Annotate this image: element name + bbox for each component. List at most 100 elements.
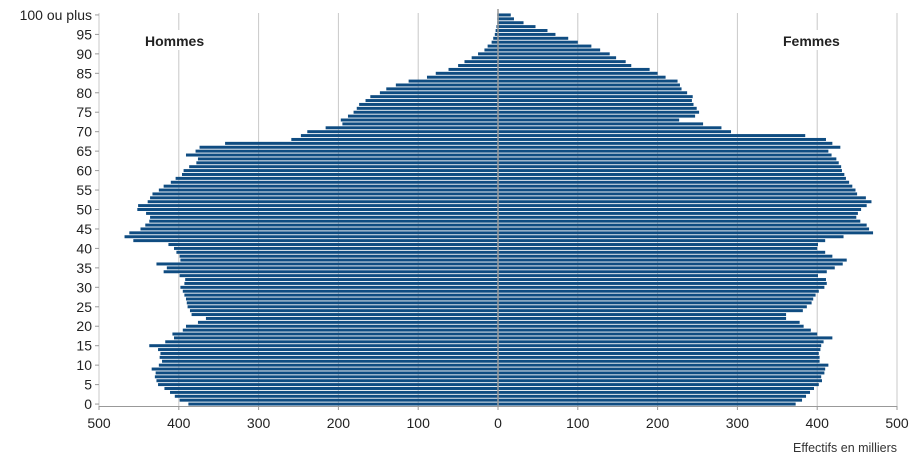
bar-hommes bbox=[199, 145, 498, 149]
bar-femmes bbox=[498, 134, 806, 138]
bar-femmes bbox=[498, 44, 592, 48]
legend-men-bg bbox=[138, 30, 218, 50]
bar-hommes bbox=[180, 258, 498, 262]
x-tick-label: 100 bbox=[407, 415, 431, 431]
bar-femmes bbox=[498, 176, 846, 180]
bar-hommes bbox=[370, 95, 498, 99]
bar-femmes bbox=[498, 75, 666, 79]
bar-hommes bbox=[150, 215, 498, 219]
bar-hommes bbox=[164, 386, 498, 390]
bar-hommes bbox=[151, 367, 498, 371]
bar-hommes bbox=[196, 161, 498, 165]
bar-femmes bbox=[498, 180, 850, 184]
bar-femmes bbox=[498, 21, 524, 25]
y-tick-label: 50 bbox=[76, 202, 92, 218]
bar-femmes bbox=[498, 363, 829, 367]
y-axis-ticks: 0 5 10 15 20 25 30 35 40 45 50 55 60 65 70 75 80 85 90 95 10… bbox=[20, 7, 99, 412]
bar-femmes bbox=[498, 262, 843, 266]
bar-femmes bbox=[498, 250, 826, 254]
y-tick-label: 90 bbox=[76, 46, 92, 62]
bar-hommes bbox=[291, 137, 498, 141]
bar-hommes bbox=[158, 363, 498, 367]
bar-femmes bbox=[498, 375, 822, 379]
bar-hommes bbox=[187, 305, 498, 309]
bar-hommes bbox=[359, 102, 498, 106]
bar-femmes bbox=[498, 165, 842, 169]
bar-femmes bbox=[498, 367, 826, 371]
x-tick-label: 500 bbox=[87, 415, 111, 431]
bar-hommes bbox=[353, 110, 498, 114]
bar-hommes bbox=[182, 289, 499, 293]
bar-femmes bbox=[498, 398, 803, 402]
bar-femmes bbox=[498, 289, 819, 293]
bar-femmes bbox=[498, 83, 680, 87]
bar-femmes bbox=[498, 305, 807, 309]
bar-hommes bbox=[197, 320, 498, 324]
bar-femmes bbox=[498, 192, 858, 196]
bar-femmes bbox=[498, 402, 796, 406]
bar-femmes bbox=[498, 141, 833, 145]
bar-femmes bbox=[498, 266, 835, 270]
y-tick-label: 30 bbox=[76, 279, 92, 295]
bar-hommes bbox=[145, 223, 498, 227]
y-tick-label: 0 bbox=[84, 396, 92, 412]
bar-femmes bbox=[498, 60, 626, 64]
y-tick-label: 100 ou plus bbox=[20, 7, 92, 23]
bar-femmes bbox=[498, 246, 818, 250]
bar-hommes bbox=[170, 390, 498, 394]
bar-hommes bbox=[179, 254, 498, 258]
bar-hommes bbox=[159, 355, 498, 359]
bar-hommes bbox=[155, 371, 498, 375]
y-tick-label: 75 bbox=[76, 104, 92, 120]
bar-hommes bbox=[478, 52, 498, 56]
series-label-hommes: Hommes bbox=[145, 33, 204, 49]
y-tick-label: 55 bbox=[76, 182, 92, 198]
bar-hommes bbox=[458, 64, 498, 68]
bar-hommes bbox=[300, 134, 498, 138]
bar-femmes bbox=[498, 32, 556, 36]
y-tick-label: 15 bbox=[76, 338, 92, 354]
bar-hommes bbox=[166, 266, 498, 270]
y-tick-label: 45 bbox=[76, 221, 92, 237]
bar-hommes bbox=[138, 204, 499, 208]
bar-hommes bbox=[158, 188, 498, 192]
bar-femmes bbox=[498, 172, 845, 176]
bar-femmes bbox=[498, 40, 578, 44]
bar-femmes bbox=[498, 278, 826, 282]
bar-hommes bbox=[493, 36, 498, 40]
bar-femmes bbox=[498, 106, 697, 110]
bar-femmes bbox=[498, 332, 818, 336]
bar-hommes bbox=[386, 87, 498, 91]
bar-femmes bbox=[498, 102, 694, 106]
bar-hommes bbox=[197, 157, 498, 161]
bar-hommes bbox=[156, 379, 498, 383]
bar-hommes bbox=[152, 192, 498, 196]
bar-femmes bbox=[498, 344, 822, 348]
bar-femmes bbox=[498, 67, 650, 71]
bar-hommes bbox=[180, 285, 498, 289]
bar-femmes bbox=[498, 25, 536, 29]
bar-femmes bbox=[498, 371, 825, 375]
bar-hommes bbox=[189, 165, 498, 169]
bar-hommes bbox=[162, 359, 499, 363]
bar-hommes bbox=[129, 231, 498, 235]
bar-hommes bbox=[225, 141, 499, 145]
legend-women-bg bbox=[778, 30, 854, 50]
bar-femmes bbox=[498, 394, 807, 398]
bar-hommes bbox=[205, 316, 498, 320]
bar-hommes bbox=[149, 344, 499, 348]
bar-hommes bbox=[150, 196, 498, 200]
bar-hommes bbox=[185, 278, 498, 282]
bar-femmes bbox=[498, 99, 692, 103]
bar-hommes bbox=[154, 375, 499, 379]
bar-femmes bbox=[498, 293, 816, 297]
bar-femmes bbox=[498, 235, 844, 239]
bar-hommes bbox=[487, 44, 498, 48]
bar-femmes bbox=[498, 254, 833, 258]
bar-hommes bbox=[179, 274, 498, 278]
y-tick-label: 80 bbox=[76, 85, 92, 101]
bar-femmes bbox=[498, 145, 841, 149]
bar-femmes bbox=[498, 149, 829, 153]
bar-femmes bbox=[498, 169, 842, 173]
